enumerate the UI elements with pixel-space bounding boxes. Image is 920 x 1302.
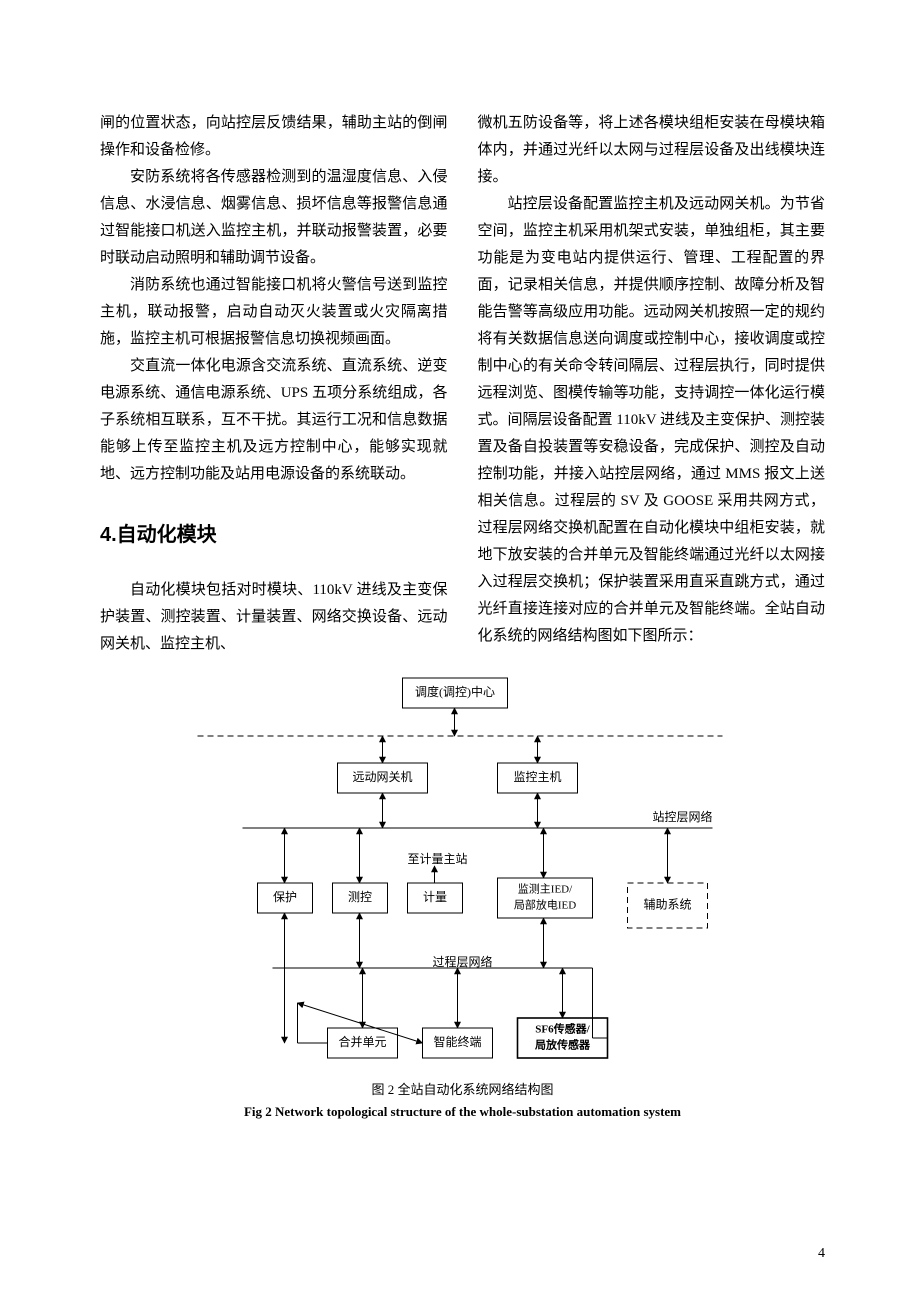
svg-text:站控层网络: 站控层网络 [653, 809, 713, 824]
right-column: 微机五防设备等，将上述各模块组柜安装在母模块箱体内，并通过光纤以太网与过程层设备… [478, 110, 826, 658]
svg-text:计量: 计量 [423, 890, 447, 904]
svg-text:合并单元: 合并单元 [338, 1034, 386, 1049]
svg-text:局部放电IED: 局部放电IED [514, 898, 576, 912]
caption-en: Fig 2 Network topological structure of t… [244, 1104, 681, 1119]
para: 消防系统也通过智能接口机将火警信号送到监控主机，联动报警，启动自动灭火装置或火灾… [100, 272, 448, 353]
svg-text:保护: 保护 [273, 890, 297, 904]
para: 安防系统将各传感器检测到的温湿度信息、入侵信息、水浸信息、烟雾信息、损坏信息等报… [100, 164, 448, 272]
para: 交直流一体化电源含交流系统、直流系统、逆变电源系统、通信电源系统、UPS 五项分… [100, 353, 448, 488]
figure-2: 站控层网络过程层网络 至计量主站 调度(调控)中心远动网关机 监控主机保护 测控 计量 监测… [100, 668, 825, 1123]
svg-text:测控: 测控 [348, 890, 372, 904]
svg-text:调度(调控)中心: 调度(调控)中心 [415, 684, 495, 699]
svg-text:辅助系统: 辅助系统 [643, 897, 691, 911]
page: 闸的位置状态，向站控层反馈结果，辅助主站的倒闸操作和设备检修。 安防系统将各传感… [0, 0, 920, 1302]
figure-caption: 图 2 全站自动化系统网络结构图 Fig 2 Network topologic… [100, 1079, 825, 1123]
svg-text:监测主IED/: 监测主IED/ [518, 883, 573, 896]
left-column: 闸的位置状态，向站控层反馈结果，辅助主站的倒闸操作和设备检修。 安防系统将各传感… [100, 110, 448, 658]
network-diagram: 站控层网络过程层网络 至计量主站 调度(调控)中心远动网关机 监控主机保护 测控 计量 监测… [100, 668, 825, 1068]
para: 自动化模块包括对时模块、110kV 进线及主变保护装置、测控装置、计量装置、网络… [100, 577, 448, 658]
svg-text:过程层网络: 过程层网络 [433, 954, 493, 969]
para: 站控层设备配置监控主机及远动网关机。为节省空间，监控主机采用机架式安装，单独组柜… [478, 191, 826, 650]
two-column-layout: 闸的位置状态，向站控层反馈结果，辅助主站的倒闸操作和设备检修。 安防系统将各传感… [100, 110, 825, 658]
svg-text:智能终端: 智能终端 [433, 1034, 481, 1049]
section-heading-4: 4.自动化模块 [100, 522, 448, 549]
svg-text:监控主机: 监控主机 [513, 770, 561, 784]
para: 微机五防设备等，将上述各模块组柜安装在母模块箱体内，并通过光纤以太网与过程层设备… [478, 110, 826, 191]
svg-text:远动网关机: 远动网关机 [352, 770, 412, 784]
svg-text:局放传感器: 局放传感器 [534, 1038, 591, 1052]
svg-text:SF6传感器/: SF6传感器/ [535, 1022, 590, 1036]
para: 闸的位置状态，向站控层反馈结果，辅助主站的倒闸操作和设备检修。 [100, 110, 448, 164]
page-number: 4 [818, 1246, 825, 1262]
caption-cn: 图 2 全站自动化系统网络结构图 [371, 1082, 553, 1097]
svg-text:至计量主站: 至计量主站 [407, 852, 467, 866]
